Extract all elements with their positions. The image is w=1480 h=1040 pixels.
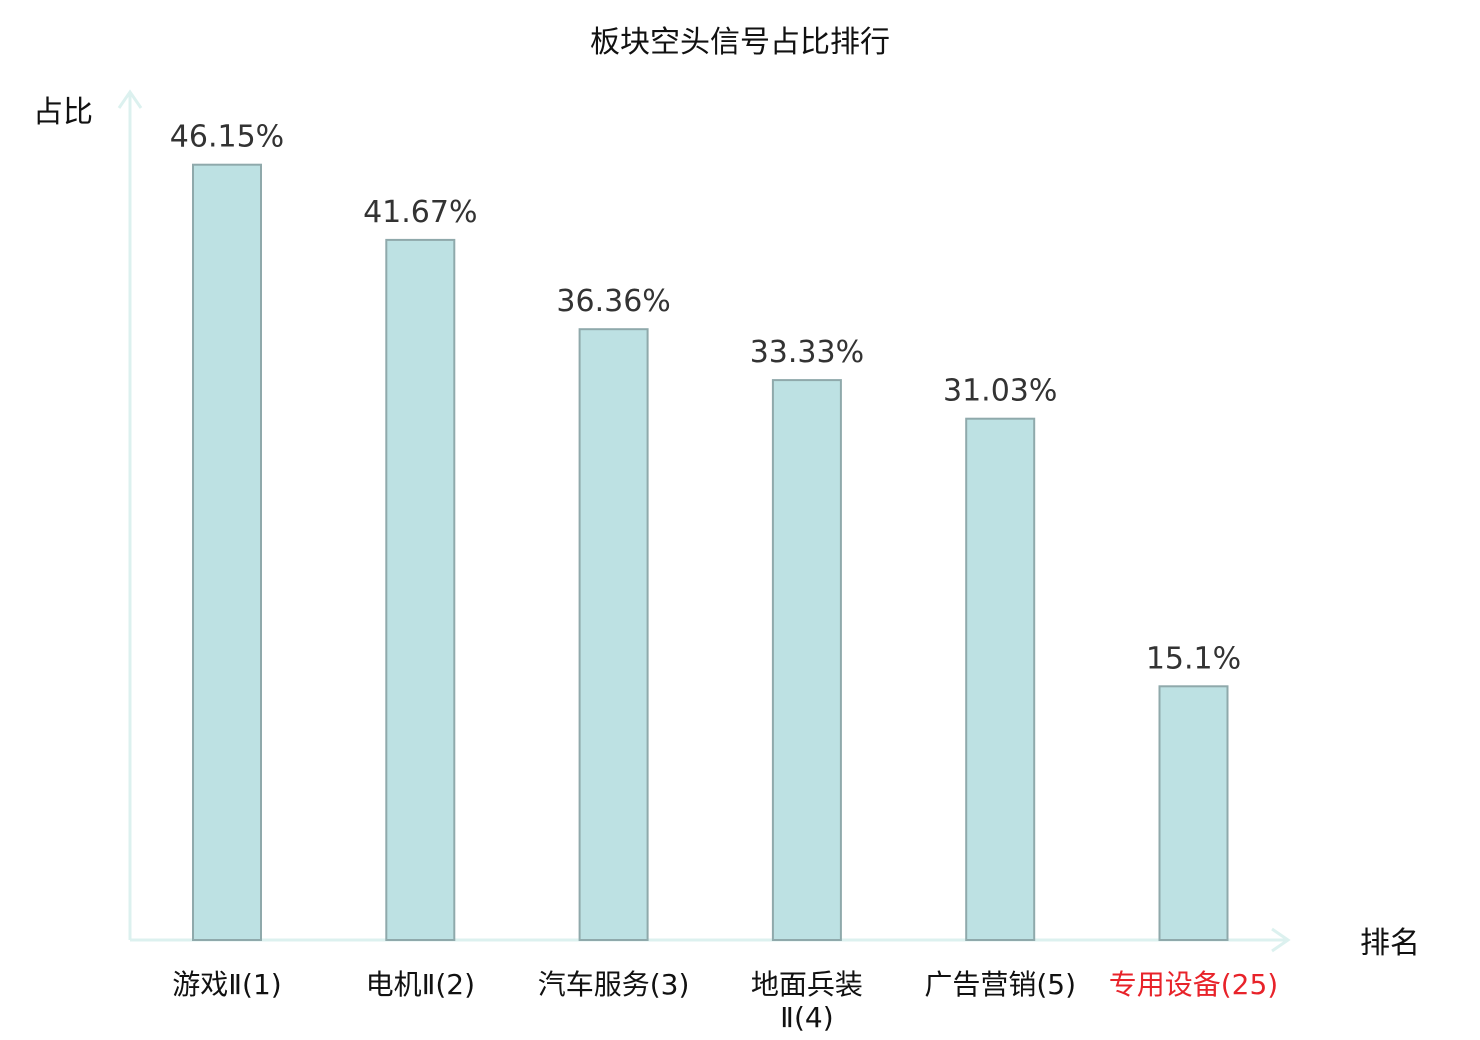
category-label-line: Ⅱ(4)	[780, 1001, 833, 1034]
category-label-line: 汽车服务(3)	[538, 968, 690, 1001]
category-label-2: 电机Ⅱ(2)	[366, 968, 475, 1001]
y-axis-label: 占比	[33, 95, 93, 130]
bar-6	[1158, 685, 1229, 941]
category-label-line: 游戏Ⅱ(1)	[172, 968, 281, 1001]
category-label-line: 专用设备(25)	[1109, 968, 1278, 1001]
bar-value-label-6: 15.1%	[1146, 641, 1241, 676]
bars-group	[192, 163, 1229, 942]
category-label-5: 广告营销(5)	[924, 968, 1076, 1001]
bar-5	[965, 417, 1036, 941]
category-label-1: 游戏Ⅱ(1)	[172, 968, 281, 1001]
bar-value-label-4: 33.33%	[750, 335, 864, 370]
bar-2	[385, 238, 456, 941]
category-label-line: 电机Ⅱ(2)	[366, 968, 475, 1001]
y-axis-arrow	[117, 89, 143, 109]
bar-1	[192, 163, 262, 941]
chart-title: 板块空头信号占比排行	[590, 25, 890, 60]
bar-4	[771, 379, 842, 942]
category-label-line: 地面兵装	[751, 968, 863, 1001]
bar-value-label-5: 31.03%	[943, 374, 1057, 409]
axes	[117, 89, 1291, 953]
x-axis-label: 排名	[1360, 926, 1420, 961]
x-axis-arrow	[1271, 927, 1291, 953]
category-label-line: 广告营销(5)	[924, 968, 1076, 1001]
category-labels-group: 游戏Ⅱ(1) 电机Ⅱ(2) 汽车服务(3) 地面兵装 Ⅱ(4) 广告营销(5) 专用设备(2…	[172, 968, 1278, 1034]
category-label-6: 专用设备(25)	[1109, 968, 1278, 1001]
bar-value-label-1: 46.15%	[170, 120, 284, 155]
bar-3	[578, 328, 649, 941]
value-labels-group: 46.15% 41.67% 36.36% 33.33% 31.03% 15.1%	[170, 120, 1241, 677]
category-label-3: 汽车服务(3)	[538, 968, 690, 1001]
bar-value-label-3: 36.36%	[556, 284, 670, 319]
category-label-4: 地面兵装 Ⅱ(4)	[751, 968, 863, 1034]
bar-value-label-2: 41.67%	[363, 195, 477, 230]
